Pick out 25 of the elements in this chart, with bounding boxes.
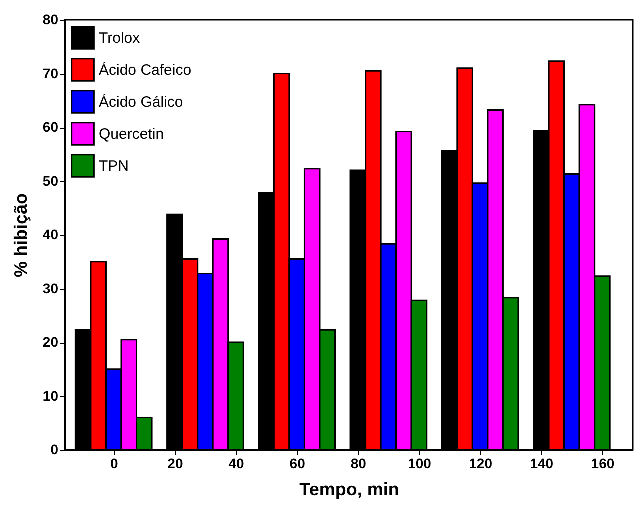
y-tick-label: 70 — [42, 65, 59, 82]
y-tick-label: 80 — [42, 12, 59, 28]
legend-label: TPN — [99, 158, 129, 175]
legend-label: Quercetin — [99, 126, 164, 143]
y-tick-label: 60 — [42, 119, 59, 135]
legend-label: Ácido Gálico — [99, 93, 184, 111]
x-tick-label: 160 — [591, 456, 615, 472]
x-tick-label: 60 — [290, 456, 306, 472]
legend-label: Trolox — [99, 30, 141, 47]
x-tick-label: 120 — [469, 456, 493, 472]
x-tick-label: 100 — [408, 456, 432, 472]
x-tick-label: 0 — [110, 456, 118, 472]
x-tick-label: 40 — [228, 456, 245, 472]
x-axis-title: Tempo, min — [300, 480, 400, 500]
y-tick-label: 0 — [50, 442, 59, 458]
y-tick-label: 30 — [42, 280, 59, 296]
y-axis-title: % hibição — [10, 193, 31, 278]
x-tick-label: 140 — [530, 456, 554, 472]
x-tick-label: 20 — [168, 456, 184, 472]
y-tick-label: 40 — [42, 226, 59, 242]
x-tick-label: 80 — [350, 456, 367, 472]
y-tick-label: 20 — [42, 334, 59, 350]
y-tick-label: 50 — [42, 172, 59, 189]
legend-label: Ácido Cafeico — [99, 61, 192, 79]
y-tick-label: 10 — [42, 388, 59, 404]
